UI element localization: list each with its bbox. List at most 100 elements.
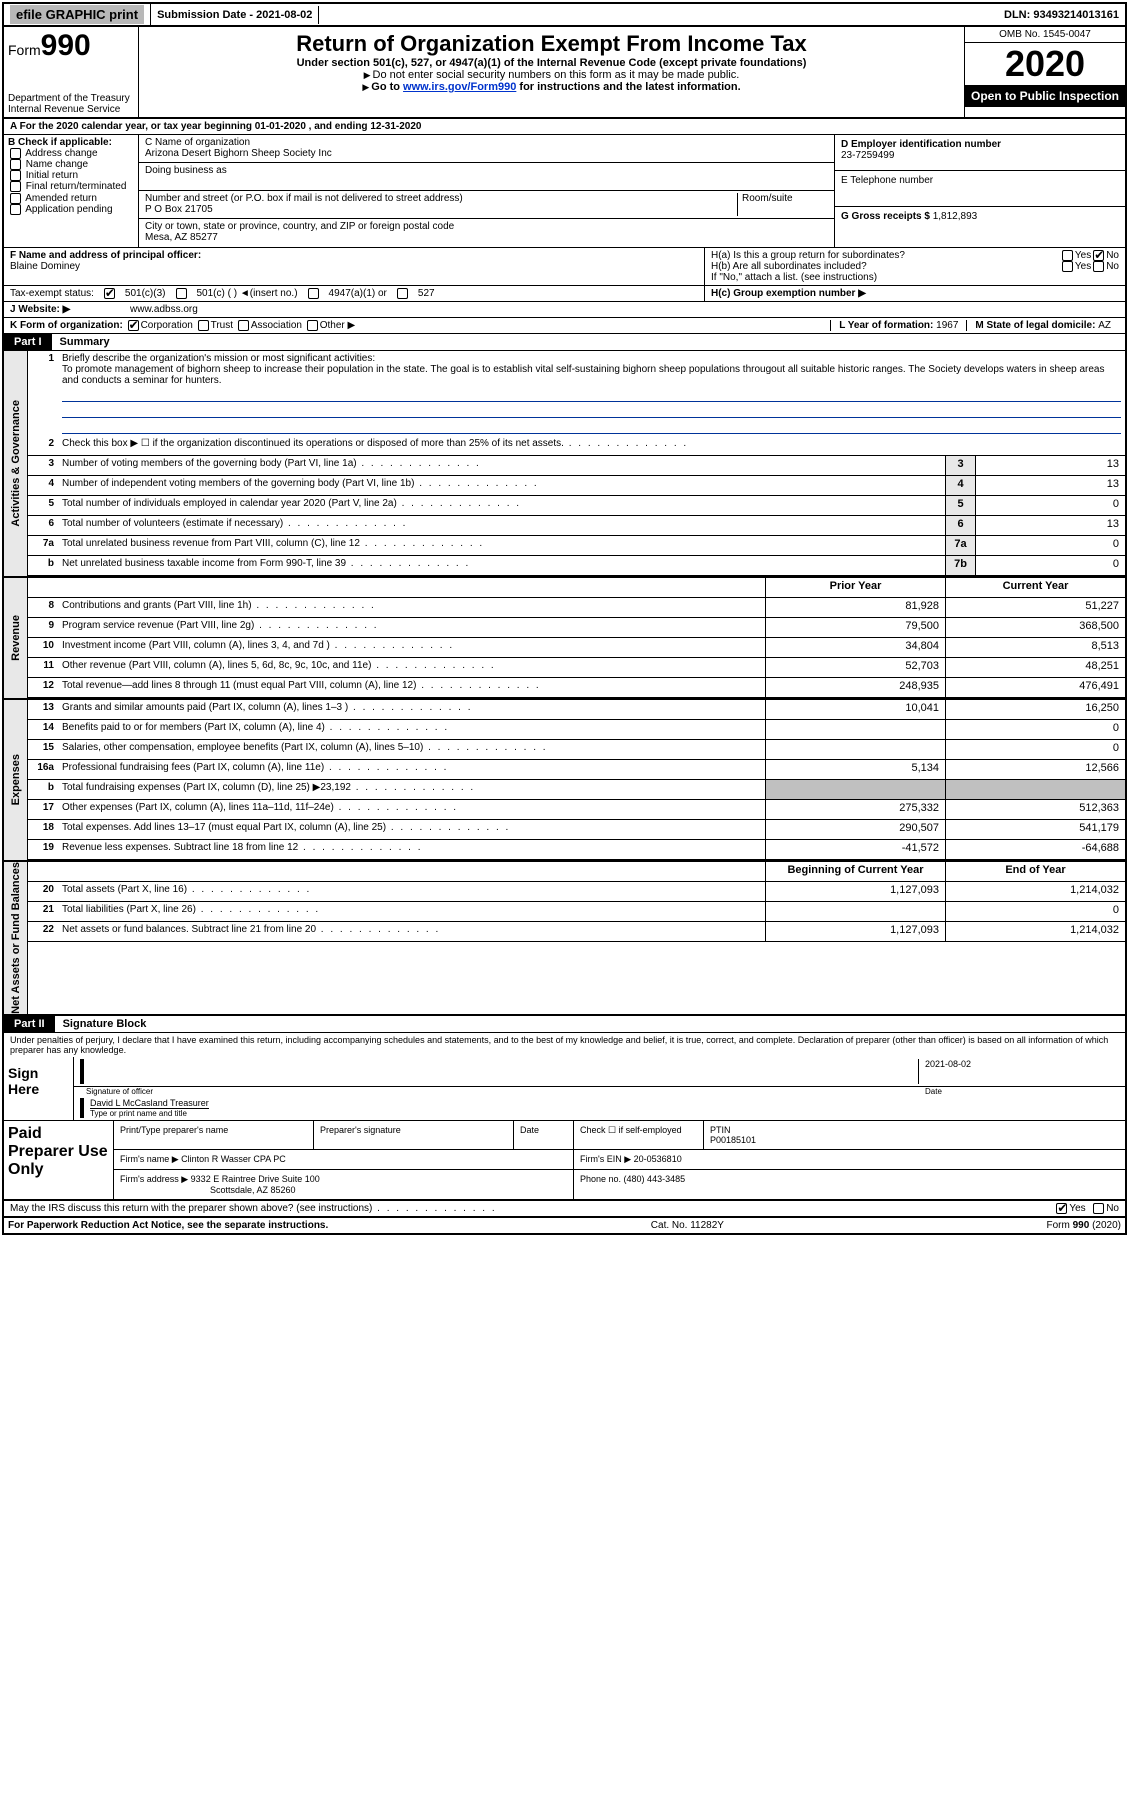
side-tab-net-assets: Net Assets or Fund Balances — [10, 862, 22, 1014]
summary-row: 7aTotal unrelated business revenue from … — [28, 536, 1125, 556]
summary-row: 11Other revenue (Part VIII, column (A), … — [28, 658, 1125, 678]
chk-address-change[interactable]: Address change — [8, 148, 134, 159]
summary-row: 22Net assets or fund balances. Subtract … — [28, 922, 1125, 942]
firm-address-1: 9332 E Raintree Drive Suite 100 — [191, 1174, 320, 1184]
summary-row: bTotal fundraising expenses (Part IX, co… — [28, 780, 1125, 800]
ha-no[interactable] — [1093, 250, 1104, 261]
summary-row: 18Total expenses. Add lines 13–17 (must … — [28, 820, 1125, 840]
firm-name: Clinton R Wasser CPA PC — [181, 1154, 286, 1164]
paid-preparer-block: Paid Preparer Use Only Print/Type prepar… — [4, 1121, 1125, 1201]
chk-trust[interactable] — [198, 320, 209, 331]
form-number: Form990 — [8, 29, 134, 63]
discuss-row: May the IRS discuss this return with the… — [4, 1201, 1125, 1218]
preparer-sig-label: Preparer's signature — [314, 1121, 514, 1149]
summary-row: 12Total revenue—add lines 8 through 11 (… — [28, 678, 1125, 698]
subtitle-3: Go to www.irs.gov/Form990 for instructio… — [143, 81, 960, 93]
subtitle-2: Do not enter social security numbers on … — [143, 69, 960, 81]
topbar: efile GRAPHIC print Submission Date - 20… — [4, 4, 1125, 27]
chk-final-return[interactable]: Final return/terminated — [8, 181, 134, 192]
side-tab-governance: Activities & Governance — [10, 400, 22, 527]
hb-no[interactable] — [1093, 261, 1104, 272]
begin-year-hdr: Beginning of Current Year — [765, 862, 945, 881]
summary-row: 20Total assets (Part X, line 16)1,127,09… — [28, 882, 1125, 902]
summary-row: bNet unrelated business taxable income f… — [28, 556, 1125, 576]
mission-label: Briefly describe the organization's miss… — [62, 353, 375, 364]
side-tab-expenses: Expenses — [10, 754, 22, 805]
ptin-value: P00185101 — [710, 1135, 756, 1145]
summary-row: 8Contributions and grants (Part VIII, li… — [28, 598, 1125, 618]
preparer-name-label: Print/Type preparer's name — [114, 1121, 314, 1149]
part-2-header: Part II Signature Block — [4, 1016, 1125, 1033]
irs-label: Internal Revenue Service — [8, 104, 134, 115]
summary-row: 6Total number of volunteers (estimate if… — [28, 516, 1125, 536]
current-year-hdr: Current Year — [945, 578, 1125, 597]
website-value: www.adbss.org — [130, 304, 198, 315]
preparer-date-label: Date — [514, 1121, 574, 1149]
dln: DLN: 93493214013161 — [998, 6, 1125, 24]
tax-exempt-label: Tax-exempt status: — [10, 288, 94, 299]
ein-value: 23-7259499 — [841, 150, 1119, 161]
chk-501c3[interactable] — [104, 288, 115, 299]
form990-link[interactable]: www.irs.gov/Form990 — [403, 81, 516, 93]
form-title: Return of Organization Exempt From Incom… — [143, 31, 960, 57]
chk-association[interactable] — [238, 320, 249, 331]
city-label: City or town, state or province, country… — [145, 221, 828, 232]
org-name-label: C Name of organization — [145, 137, 828, 148]
chk-527[interactable] — [397, 288, 408, 299]
chk-4947[interactable] — [308, 288, 319, 299]
side-tab-revenue: Revenue — [10, 615, 22, 661]
expenses-section: Expenses 13Grants and similar amounts pa… — [4, 700, 1125, 862]
chk-501c-other[interactable] — [176, 288, 187, 299]
open-public: Open to Public Inspection — [965, 85, 1125, 107]
chk-other[interactable] — [307, 320, 318, 331]
self-employed-check[interactable]: Check ☐ if self-employed — [574, 1121, 704, 1149]
summary-row: 3Number of voting members of the governi… — [28, 456, 1125, 476]
hb-note: If "No," attach a list. (see instruction… — [711, 272, 1119, 283]
city-value: Mesa, AZ 85277 — [145, 232, 828, 243]
summary-row: 14Benefits paid to or for members (Part … — [28, 720, 1125, 740]
hb-yes[interactable] — [1062, 261, 1073, 272]
chk-corporation[interactable] — [128, 320, 139, 331]
chk-application-pending[interactable]: Application pending — [8, 204, 134, 215]
firm-phone: (480) 443-3485 — [624, 1174, 686, 1184]
row-tax-exempt-hc: Tax-exempt status: 501(c)(3) 501(c) ( ) … — [4, 286, 1125, 302]
dba-label: Doing business as — [145, 165, 828, 176]
discuss-yes[interactable] — [1056, 1203, 1067, 1214]
row-k-l-m: K Form of organization: Corporation Trus… — [4, 318, 1125, 334]
officer-label: F Name and address of principal officer: — [10, 250, 201, 261]
gross-receipts-value: 1,812,893 — [933, 211, 978, 222]
firm-ein: 20-0536810 — [634, 1154, 682, 1164]
subtitle-1: Under section 501(c), 527, or 4947(a)(1)… — [143, 57, 960, 69]
discuss-no[interactable] — [1093, 1203, 1104, 1214]
row-website: J Website: ▶ www.adbss.org — [4, 302, 1125, 318]
gross-receipts-label: G Gross receipts $ — [841, 211, 933, 222]
summary-row: 2Check this box ▶ ☐ if the organization … — [28, 436, 1125, 456]
chk-initial-return[interactable]: Initial return — [8, 170, 134, 181]
summary-row: 13Grants and similar amounts paid (Part … — [28, 700, 1125, 720]
ha-label: H(a) Is this a group return for subordin… — [711, 250, 1060, 261]
omb-number: OMB No. 1545-0047 — [965, 27, 1125, 43]
sign-date: 2021-08-02 — [919, 1059, 1119, 1084]
summary-row: 21Total liabilities (Part X, line 26)0 — [28, 902, 1125, 922]
form-header: Form990 Department of the Treasury Inter… — [4, 27, 1125, 119]
section-b-to-g: B Check if applicable: Address change Na… — [4, 135, 1125, 248]
year-formation: 1967 — [936, 320, 958, 331]
part-1-header: Part I Summary — [4, 334, 1125, 351]
summary-row: 5Total number of individuals employed in… — [28, 496, 1125, 516]
mission-text: To promote management of bighorn sheep t… — [62, 364, 1105, 386]
efile-print-button[interactable]: efile GRAPHIC print — [4, 4, 151, 25]
chk-amended-return[interactable]: Amended return — [8, 193, 134, 204]
page-footer: For Paperwork Reduction Act Notice, see … — [4, 1218, 1125, 1233]
summary-row: 4Number of independent voting members of… — [28, 476, 1125, 496]
form-990-page: efile GRAPHIC print Submission Date - 20… — [2, 2, 1127, 1235]
activities-governance-section: Activities & Governance 1 Briefly descri… — [4, 351, 1125, 578]
net-assets-section: Net Assets or Fund Balances Beginning of… — [4, 862, 1125, 1016]
chk-name-change[interactable]: Name change — [8, 159, 134, 170]
summary-row: 19Revenue less expenses. Subtract line 1… — [28, 840, 1125, 860]
summary-row: 9Program service revenue (Part VIII, lin… — [28, 618, 1125, 638]
phone-label: E Telephone number — [835, 171, 1125, 207]
ha-yes[interactable] — [1062, 250, 1073, 261]
summary-row: 15Salaries, other compensation, employee… — [28, 740, 1125, 760]
hc-label: H(c) Group exemption number ▶ — [711, 288, 866, 299]
penalties-text: Under penalties of perjury, I declare th… — [4, 1033, 1125, 1057]
